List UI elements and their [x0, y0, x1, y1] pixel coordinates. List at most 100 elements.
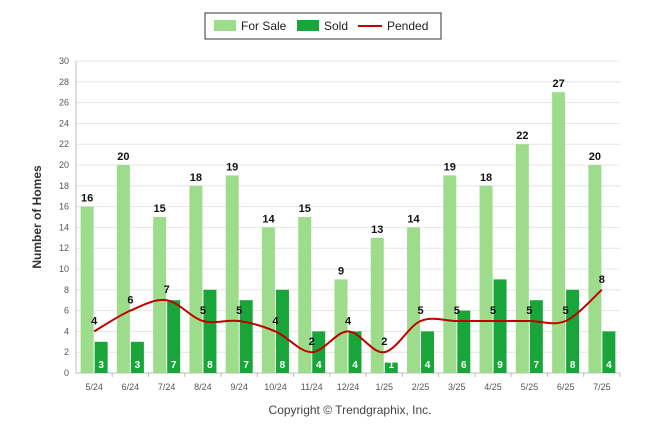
- y-tick-label: 0: [64, 368, 69, 378]
- data-label-for-sale: 14: [262, 213, 275, 225]
- x-tick-label: 5/25: [521, 382, 539, 392]
- data-label-pended: 4: [91, 315, 98, 327]
- y-tick-label: 16: [59, 202, 69, 212]
- legend-label-sold: Sold: [324, 19, 348, 33]
- bar-sold: [167, 300, 181, 373]
- data-label-for-sale: 16: [81, 193, 93, 205]
- data-label-pended: 7: [164, 284, 170, 296]
- bar-for-sale: [443, 175, 457, 373]
- bar-for-sale: [515, 144, 529, 373]
- bar-sold: [348, 331, 362, 373]
- data-label-sold: 8: [280, 360, 286, 371]
- data-label-sold: 8: [207, 360, 213, 371]
- x-tick-label: 6/25: [557, 382, 575, 392]
- data-label-pended: 4: [272, 315, 279, 327]
- x-tick-label: 11/24: [301, 382, 323, 392]
- bar-sold: [457, 310, 471, 373]
- data-label-sold: 4: [316, 360, 322, 371]
- legend: For Sale Sold Pended: [204, 12, 442, 40]
- data-label-sold: 4: [606, 360, 612, 371]
- x-tick-label: 2/25: [412, 382, 430, 392]
- bar-for-sale: [588, 165, 602, 373]
- bar-for-sale: [298, 217, 312, 373]
- y-tick-label: 2: [64, 347, 69, 357]
- data-label-for-sale: 22: [516, 130, 528, 142]
- data-label-for-sale: 9: [338, 265, 344, 277]
- legend-label-for-sale: For Sale: [241, 19, 287, 33]
- data-label-for-sale: 14: [407, 213, 420, 225]
- bar-sold: [312, 331, 326, 373]
- y-tick-label: 22: [59, 139, 69, 149]
- bar-sold: [130, 341, 144, 373]
- x-tick-label: 8/24: [194, 382, 212, 392]
- data-label-pended: 5: [490, 305, 496, 317]
- y-tick-label: 14: [59, 222, 69, 232]
- data-label-sold: 1: [388, 360, 394, 371]
- data-label-for-sale: 15: [299, 203, 311, 215]
- data-label-for-sale: 18: [190, 172, 202, 184]
- y-tick-label: 26: [59, 98, 69, 108]
- data-label-sold: 3: [135, 360, 141, 371]
- legend-swatch-for-sale: [214, 20, 236, 31]
- data-label-pended: 6: [127, 295, 133, 307]
- x-tick-label: 9/24: [230, 382, 248, 392]
- data-label-sold: 3: [98, 360, 104, 371]
- bar-for-sale: [479, 185, 493, 373]
- bar-sold: [602, 331, 616, 373]
- bar-sold: [421, 331, 435, 373]
- bar-sold: [384, 362, 398, 373]
- x-tick-label: 10/24: [264, 382, 287, 392]
- x-tick-label: 1/25: [376, 382, 394, 392]
- pended-line-layer: [93, 289, 603, 354]
- bar-sold: [239, 300, 253, 373]
- data-label-for-sale: 20: [117, 151, 129, 163]
- bar-for-sale: [370, 237, 384, 373]
- x-tick-label: 7/25: [593, 382, 611, 392]
- data-label-pended: 8: [599, 274, 605, 286]
- bar-for-sale: [261, 227, 275, 373]
- x-tick-label: 7/24: [158, 382, 176, 392]
- data-label-for-sale: 18: [480, 172, 492, 184]
- data-label-pended: 5: [236, 305, 242, 317]
- bar-for-sale: [116, 165, 130, 373]
- data-label-pended: 5: [200, 305, 206, 317]
- data-label-sold: 8: [570, 360, 576, 371]
- y-axis-title: Number of Homes: [30, 165, 44, 269]
- y-tick-label: 12: [59, 243, 69, 253]
- data-label-sold: 4: [352, 360, 358, 371]
- data-label-for-sale: 19: [444, 161, 456, 173]
- x-axis-ticks: 5/24 6/24 7/24 8/24 9/24 10/24 11/24 12/24 1/25 2…: [85, 373, 621, 392]
- data-label-for-sale: 13: [371, 224, 383, 236]
- data-label-for-sale: 15: [154, 203, 166, 215]
- bar-sold: [566, 289, 580, 373]
- data-label-pended: 5: [454, 305, 460, 317]
- x-tick-label: 3/25: [448, 382, 466, 392]
- bar-for-sale: [334, 279, 348, 373]
- bar-sold: [203, 289, 217, 373]
- y-tick-label: 30: [59, 56, 69, 66]
- bar-for-sale: [407, 227, 421, 373]
- data-label-pended: 5: [563, 305, 569, 317]
- data-label-pended: 2: [381, 336, 387, 348]
- bar-for-sale: [80, 206, 94, 373]
- data-label-pended: 2: [309, 336, 315, 348]
- bar-for-sale: [189, 185, 203, 373]
- data-label-for-sale: 27: [552, 78, 564, 90]
- pended-line: [93, 289, 603, 354]
- bar-sold: [493, 279, 507, 373]
- x-tick-label: 6/24: [122, 382, 140, 392]
- y-tick-label: 20: [59, 160, 69, 170]
- bar-for-sale: [552, 92, 566, 373]
- data-label-for-sale: 19: [226, 161, 238, 173]
- y-tick-label: 6: [64, 306, 69, 316]
- x-tick-label: 5/24: [85, 382, 103, 392]
- bar-sold: [94, 341, 108, 373]
- bar-sold: [529, 300, 543, 373]
- copyright-footer: Copyright © Trendgraphix, Inc.: [269, 403, 432, 417]
- data-label-pended: 5: [526, 305, 532, 317]
- data-label-pended: 4: [345, 315, 352, 327]
- legend-box: [204, 12, 442, 40]
- data-label-sold: 7: [243, 360, 249, 371]
- data-label-sold: 9: [497, 360, 503, 371]
